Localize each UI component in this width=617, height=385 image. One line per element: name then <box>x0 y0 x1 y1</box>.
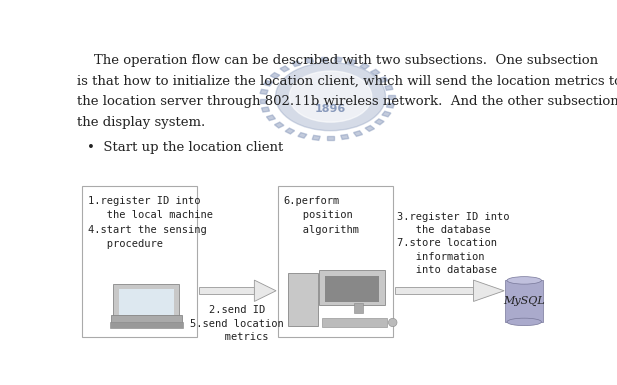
Text: 1896: 1896 <box>315 104 346 114</box>
Bar <box>347 59 357 65</box>
Bar <box>341 134 349 139</box>
Bar <box>275 122 284 128</box>
FancyBboxPatch shape <box>114 284 180 319</box>
FancyBboxPatch shape <box>354 303 363 313</box>
Polygon shape <box>254 280 276 301</box>
Text: is that how to initialize the location client, which will send the location metr: is that how to initialize the location c… <box>77 74 617 87</box>
Text: the display system.: the display system. <box>77 116 205 129</box>
FancyBboxPatch shape <box>278 186 392 337</box>
Bar <box>298 132 307 138</box>
FancyBboxPatch shape <box>505 280 544 322</box>
Text: 6.perform
   position
   algorithm: 6.perform position algorithm <box>284 196 358 235</box>
Bar <box>260 99 267 103</box>
Ellipse shape <box>389 318 397 326</box>
FancyBboxPatch shape <box>119 289 174 315</box>
Bar <box>365 126 375 131</box>
Bar <box>375 119 384 125</box>
Circle shape <box>289 71 372 122</box>
Polygon shape <box>473 280 504 301</box>
Text: 1.register ID into
   the local machine
4.start the sensing
   procedure: 1.register ID into the local machine 4.s… <box>88 196 213 249</box>
Text: MySQL: MySQL <box>503 296 545 306</box>
Bar <box>320 57 327 61</box>
Bar <box>382 111 391 117</box>
Bar <box>305 58 313 63</box>
Bar <box>334 57 342 62</box>
Ellipse shape <box>507 318 542 326</box>
Bar <box>262 107 270 112</box>
FancyBboxPatch shape <box>325 276 379 302</box>
Bar <box>292 61 301 67</box>
Bar <box>260 89 268 94</box>
Bar <box>379 77 388 82</box>
FancyBboxPatch shape <box>199 288 254 294</box>
Bar <box>360 64 369 69</box>
Ellipse shape <box>507 277 542 284</box>
FancyBboxPatch shape <box>395 288 473 294</box>
Bar <box>280 66 289 72</box>
Bar <box>327 136 334 141</box>
Bar <box>270 73 280 79</box>
Circle shape <box>276 62 386 131</box>
FancyBboxPatch shape <box>323 318 386 327</box>
FancyBboxPatch shape <box>110 322 183 328</box>
Bar <box>388 95 395 99</box>
Bar <box>312 136 320 141</box>
FancyBboxPatch shape <box>82 186 197 337</box>
Bar <box>354 131 363 136</box>
Text: 2.send ID
5.send location
   metrics: 2.send ID 5.send location metrics <box>191 305 284 342</box>
Bar <box>371 69 380 75</box>
Bar <box>385 85 393 90</box>
FancyBboxPatch shape <box>288 273 318 326</box>
Text: the location server through 802.11b wireless network.  And the other subsection : the location server through 802.11b wire… <box>77 95 617 108</box>
Bar <box>263 80 273 86</box>
Bar <box>267 115 275 121</box>
Text: 3.register ID into
   the database
7.store location
   information
   into datab: 3.register ID into the database 7.store … <box>397 212 510 275</box>
Text: •  Start up the location client: • Start up the location client <box>86 141 283 154</box>
Bar <box>285 128 294 134</box>
Bar <box>386 103 394 108</box>
Text: The operation flow can be described with two subsections.  One subsection: The operation flow can be described with… <box>77 54 598 67</box>
FancyBboxPatch shape <box>319 270 385 305</box>
FancyBboxPatch shape <box>110 315 183 325</box>
